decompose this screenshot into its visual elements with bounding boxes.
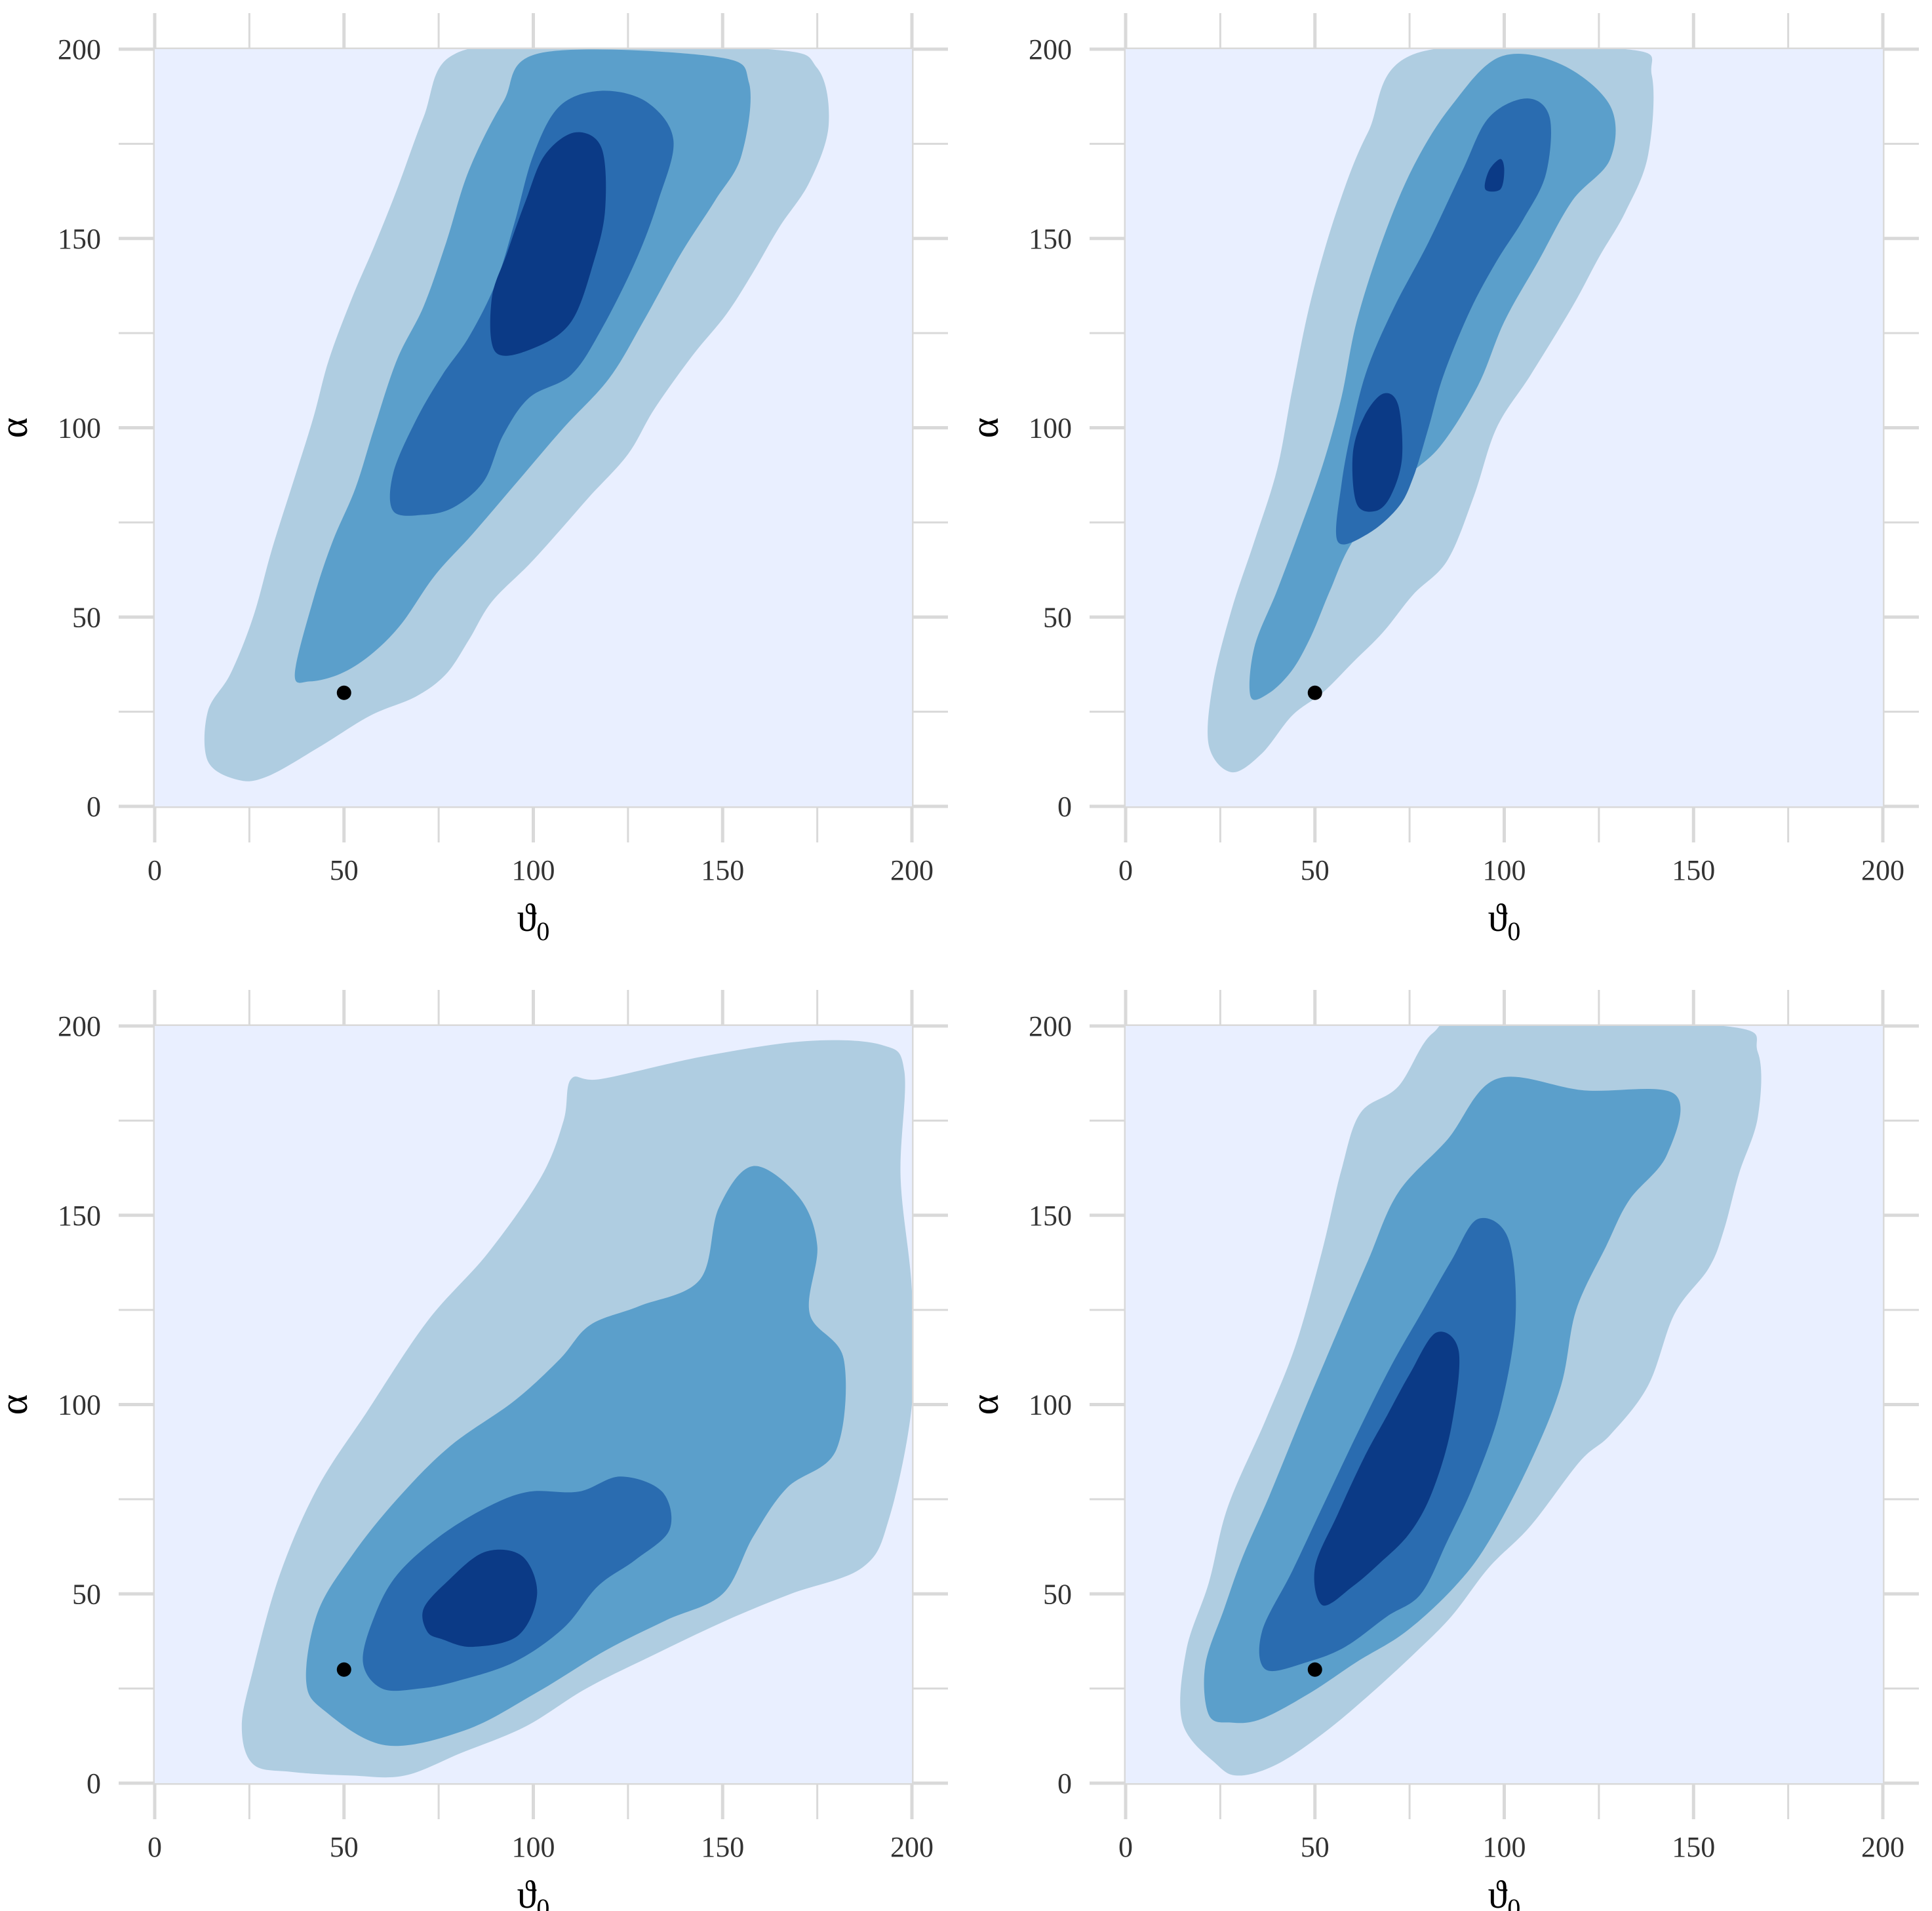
- panel-bottom-left-x-axis-title: ϑ0: [517, 1873, 550, 1911]
- contour-panel-bottom-left: 0 50 100 150 200 0 50 100 150 200 ϑ0 α: [0, 990, 948, 1911]
- panel-top-left-y-axis-title: α: [0, 418, 35, 438]
- panel-top-left-density-level-4: [490, 132, 606, 356]
- panel-bottom-right-x-tick-label: 50: [1301, 1831, 1330, 1863]
- panel-bottom-left-y-tick-label: 50: [72, 1578, 101, 1610]
- panel-top-left-y-tick-label: 50: [72, 601, 101, 633]
- panel-top-right-density-level-4: [1484, 159, 1505, 192]
- panel-top-right-density-contours: [1208, 49, 1654, 773]
- panel-bottom-right-true-value-point: [1307, 1662, 1322, 1677]
- panel-top-left-y-tick-label: 200: [58, 33, 101, 66]
- panel-bottom-left-y-tick-label: 200: [58, 1010, 101, 1042]
- panel-bottom-right-density-level-4: [1314, 1331, 1460, 1606]
- panel-bottom-left-x-tick-label: 150: [701, 1831, 744, 1863]
- contour-panel-top-left: 0 50 100 150 200 0 50 100 150 200 ϑ0 α: [0, 13, 948, 946]
- panel-bottom-left-y-tick-label: 100: [58, 1389, 101, 1421]
- panel-top-right-y-tick-label: 150: [1029, 223, 1072, 255]
- panel-top-left-x-tick-label: 0: [148, 854, 162, 886]
- panel-bottom-left-y-tick-label: 150: [58, 1200, 101, 1232]
- panel-bottom-right-x-tick-label: 200: [1861, 1831, 1904, 1863]
- panel-bottom-right-y-tick-label: 150: [1029, 1200, 1072, 1232]
- panel-bottom-right-y-tick-label: 0: [1057, 1767, 1072, 1800]
- panel-top-left-true-value-point: [336, 685, 351, 700]
- panel-bottom-left-x-tick-label: 50: [330, 1831, 359, 1863]
- panel-top-left-x-tick-label: 50: [330, 854, 359, 886]
- panel-top-right-x-tick-label: 0: [1118, 854, 1133, 886]
- contour-panel-bottom-right: 0 50 100 150 200 0 50 100 150 200 ϑ0 α: [963, 990, 1919, 1911]
- panel-bottom-left-y-tick-label: 0: [87, 1767, 101, 1800]
- panel-bottom-left-x-tick-label: 200: [890, 1831, 934, 1863]
- panel-bottom-left-density-contours: [241, 1040, 912, 1778]
- panel-top-left-y-tick-label: 100: [58, 412, 101, 444]
- panel-bottom-right-x-tick-label: 150: [1672, 1831, 1715, 1863]
- panel-bottom-left-true-value-point: [336, 1662, 351, 1677]
- panel-top-left-density-contours: [204, 49, 829, 781]
- panel-top-right-y-tick-label: 200: [1029, 33, 1072, 66]
- panel-top-left-x-tick-label: 100: [512, 854, 555, 886]
- panel-bottom-right-y-axis-title: α: [963, 1394, 1006, 1415]
- panel-bottom-right-y-tick-label: 200: [1029, 1010, 1072, 1042]
- panel-bottom-left-x-tick-label: 100: [512, 1831, 555, 1863]
- panel-top-left-x-tick-label: 200: [890, 854, 934, 886]
- panel-top-right-x-axis-title: ϑ0: [1488, 896, 1521, 946]
- contour-panel-top-right: 0 50 100 150 200 0 50 100 150 200 ϑ0 α: [963, 13, 1919, 946]
- panel-bottom-right-y-tick-label: 100: [1029, 1389, 1072, 1421]
- panel-bottom-left-y-axis-title: α: [0, 1394, 35, 1415]
- panel-top-right-x-tick-label: 100: [1483, 854, 1526, 886]
- panel-top-right-y-tick-label: 100: [1029, 412, 1072, 444]
- panel-bottom-right-y-tick-label: 50: [1043, 1578, 1072, 1610]
- panel-top-right-density-level-4: [1352, 393, 1403, 512]
- panel-top-left-x-axis-title: ϑ0: [517, 896, 550, 946]
- panel-bottom-left-density-level-4: [422, 1549, 538, 1647]
- panel-top-right-true-value-point: [1307, 685, 1322, 700]
- panel-top-right-y-tick-label: 0: [1057, 791, 1072, 823]
- panel-top-right-x-tick-label: 200: [1861, 854, 1904, 886]
- panel-bottom-right-density-contours: [1180, 1026, 1762, 1776]
- panel-top-left-y-tick-label: 150: [58, 223, 101, 255]
- panel-bottom-left-x-tick-label: 0: [148, 1831, 162, 1863]
- panel-top-left-y-tick-label: 0: [87, 791, 101, 823]
- panel-top-right-y-tick-label: 50: [1043, 601, 1072, 633]
- panel-bottom-right-x-axis-title: ϑ0: [1488, 1873, 1521, 1911]
- panel-top-right-x-tick-label: 50: [1301, 854, 1330, 886]
- panel-top-right-y-axis-title: α: [963, 418, 1006, 438]
- panel-top-right-x-tick-label: 150: [1672, 854, 1715, 886]
- panel-bottom-right-x-tick-label: 100: [1483, 1831, 1526, 1863]
- panel-top-left-x-tick-label: 150: [701, 854, 744, 886]
- panel-bottom-right-x-tick-label: 0: [1118, 1831, 1133, 1863]
